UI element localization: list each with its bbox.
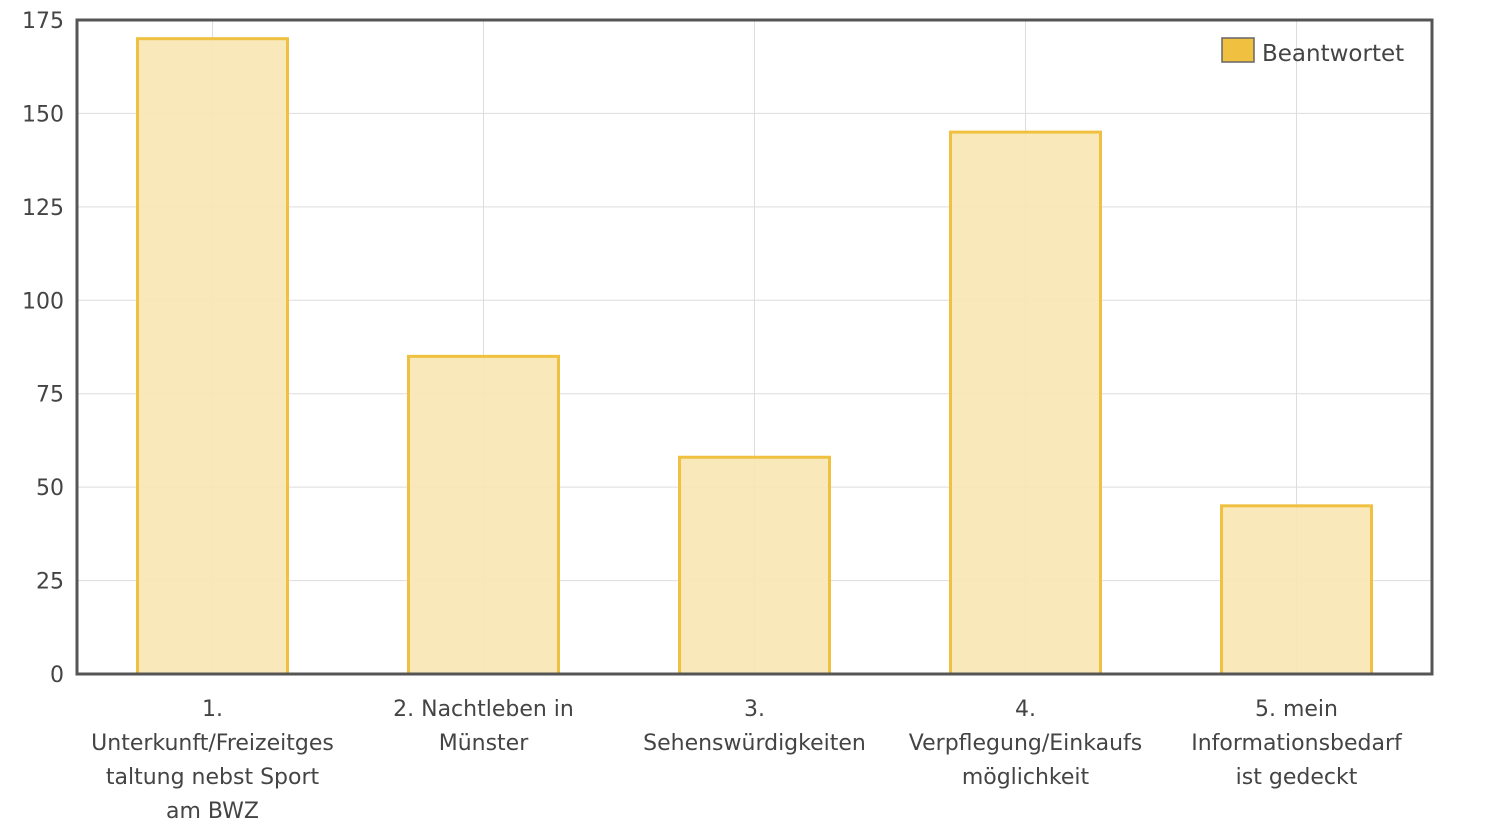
bar: [136, 37, 289, 676]
x-tick-label: 5. mein Informationsbedarf ist gedeckt: [1191, 697, 1403, 790]
x-tick-label-line: Münster: [439, 731, 529, 756]
x-tick-label-line: möglichkeit: [962, 765, 1090, 790]
bar: [1220, 504, 1373, 676]
y-tick-label: 25: [36, 570, 64, 595]
y-tick-label: 150: [22, 102, 64, 127]
x-tick-label-line: 3.: [744, 697, 765, 722]
x-tick-label: 3. Sehenswürdigkeiten: [643, 697, 866, 756]
x-tick-label-line: Sehenswürdigkeiten: [643, 731, 866, 756]
x-tick-label-line: 2. Nachtleben in: [393, 697, 574, 722]
x-tick-label-line: taltung nebst Sport: [106, 765, 320, 790]
bar: [949, 130, 1102, 676]
legend-label: Beantwortet: [1262, 41, 1404, 67]
x-tick-label: 1. Unterkunft/Freizeitges taltung nebst Sp…: [91, 697, 334, 822]
plot-frame: [75, 18, 1434, 676]
x-tick-label-line: Unterkunft/Freizeitges: [91, 731, 334, 756]
x-tick-label-line: 5. mein: [1255, 697, 1338, 722]
x-tick-label: 4. Verpflegung/Einkaufs möglichkeit: [909, 697, 1142, 790]
y-tick-label: 50: [36, 476, 64, 501]
x-tick-label-line: 1.: [202, 697, 223, 722]
legend-swatch: [1221, 37, 1255, 63]
y-tick-label: 100: [22, 289, 64, 314]
x-tick-label-line: Verpflegung/Einkaufs: [909, 731, 1142, 756]
y-tick-label: 0: [50, 663, 64, 688]
x-tick-label-line: ist gedeckt: [1236, 765, 1358, 790]
x-tick-label-line: 4.: [1015, 697, 1036, 722]
bar: [678, 455, 831, 676]
y-tick-label: 125: [22, 196, 64, 221]
y-tick-label: 175: [22, 9, 64, 34]
x-tick-label-line: Informationsbedarf: [1191, 731, 1403, 756]
y-tick-label: 75: [36, 383, 64, 408]
x-tick-label-line: am BWZ: [166, 799, 259, 822]
bar: [407, 354, 560, 676]
x-tick-label: 2. Nachtleben in Münster: [393, 697, 574, 756]
